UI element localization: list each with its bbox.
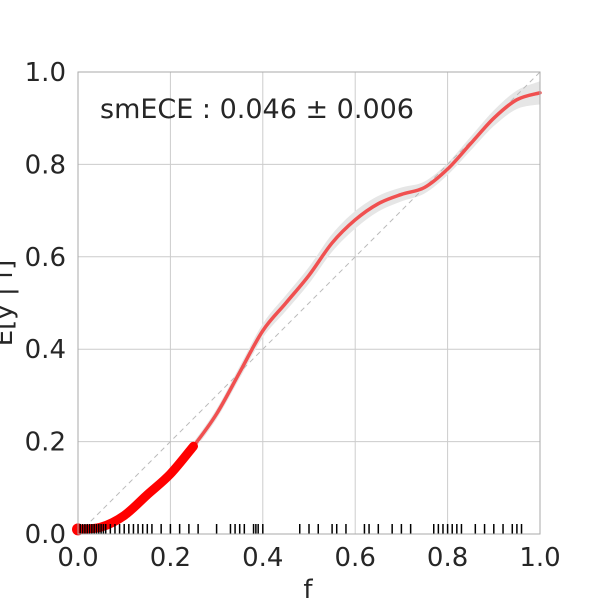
rug-plot	[79, 524, 523, 534]
x-tick-label: 0.8	[427, 543, 468, 573]
y-tick-label: 0.0	[25, 520, 66, 550]
y-tick-label: 0.6	[25, 243, 66, 273]
x-tick-label: 0.2	[150, 543, 191, 573]
x-tick-label: 0.6	[335, 543, 376, 573]
smece-annotation: smECE : 0.046 ± 0.006	[100, 94, 414, 125]
diagonal-line	[77, 71, 541, 535]
x-tick-labels: 0.0 0.2 0.4 0.6 0.8 1.0	[57, 543, 560, 573]
plot-frame	[77, 71, 541, 535]
reference-diagonal	[77, 71, 541, 535]
y-tick-label: 0.4	[25, 335, 66, 365]
y-tick-label: 1.0	[25, 58, 66, 88]
x-tick-label: 0.0	[57, 543, 98, 573]
y-axis-label: E[y | f]	[0, 260, 19, 347]
y-tick-label: 0.2	[25, 428, 66, 458]
y-tick-labels: 0.0 0.2 0.4 0.6 0.8 1.0	[25, 58, 66, 550]
y-tick-label: 0.8	[25, 150, 66, 180]
x-tick-label: 0.4	[242, 543, 283, 573]
x-tick-label: 1.0	[519, 543, 560, 573]
x-axis-label: f	[303, 575, 313, 600]
